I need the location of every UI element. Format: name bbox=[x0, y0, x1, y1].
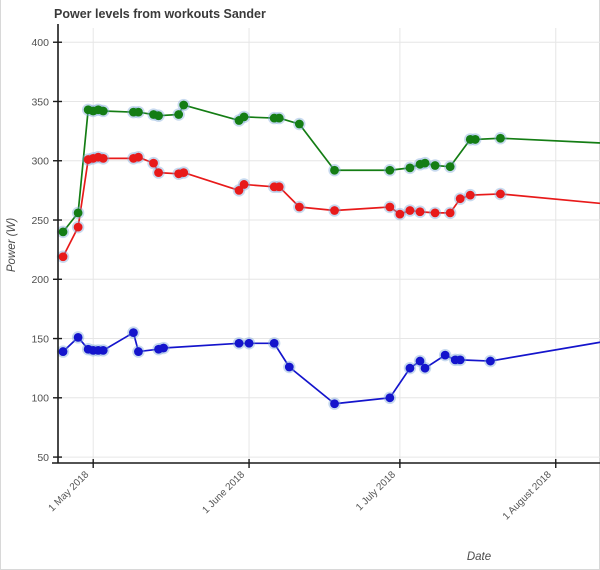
data-point-peak-power bbox=[174, 110, 184, 119]
series-lines bbox=[62, 104, 600, 405]
data-point-peak-power bbox=[405, 163, 415, 173]
data-point-peak-power bbox=[445, 162, 455, 172]
y-tick-label: 100 bbox=[31, 393, 49, 405]
data-point-threshold-power bbox=[149, 158, 158, 168]
y-tick-label: 50 bbox=[37, 452, 49, 464]
data-point-peak-power bbox=[294, 119, 304, 129]
data-point-peak-power bbox=[496, 133, 505, 143]
vertical-gridlines bbox=[92, 28, 557, 463]
data-point-threshold-power bbox=[179, 168, 189, 178]
y-tick-label: 250 bbox=[31, 215, 49, 227]
series-line-normalized-power bbox=[62, 331, 600, 405]
y-axis-title: Power (W) bbox=[6, 218, 18, 272]
data-point-threshold-power bbox=[274, 182, 284, 192]
data-point-normalized-power bbox=[244, 338, 254, 348]
y-tick-label: 400 bbox=[31, 37, 49, 49]
data-point-normalized-power bbox=[415, 356, 425, 366]
data-point-peak-power bbox=[420, 158, 430, 168]
x-axis-title: Date bbox=[467, 551, 491, 563]
data-point-threshold-power bbox=[445, 208, 455, 218]
data-point-normalized-power bbox=[420, 363, 430, 373]
y-axis-ticks: 50 100 150 200 250 300 350 400 bbox=[31, 37, 62, 464]
data-point-normalized-power bbox=[134, 347, 143, 356]
x-tick-label: 1 May 2018 bbox=[47, 469, 92, 514]
data-point-normalized-power bbox=[455, 355, 465, 365]
data-point-peak-power bbox=[179, 100, 189, 110]
data-point-normalized-power bbox=[440, 350, 450, 360]
data-point-threshold-power bbox=[496, 189, 505, 199]
data-point-peak-power bbox=[330, 165, 339, 175]
data-point-normalized-power bbox=[385, 393, 395, 403]
x-axis-ticks: 1 May 2018 1 June 2018 1 July 2018 1 August… bbox=[47, 459, 557, 522]
x-tick-label: 1 July 2018 bbox=[354, 469, 398, 513]
data-point-normalized-power bbox=[159, 343, 168, 353]
data-point-threshold-power bbox=[73, 222, 83, 232]
data-point-peak-power bbox=[385, 165, 395, 175]
data-point-threshold-power bbox=[134, 152, 143, 162]
y-tick-label: 350 bbox=[31, 96, 49, 108]
data-point-normalized-power bbox=[284, 362, 294, 372]
data-point-normalized-power bbox=[269, 338, 279, 348]
data-point-normalized-power bbox=[129, 328, 138, 338]
data-point-normalized-power bbox=[73, 332, 83, 342]
series-markers bbox=[56, 98, 507, 410]
data-point-threshold-power bbox=[395, 209, 405, 219]
data-point-threshold-power bbox=[294, 202, 304, 212]
data-point-peak-power bbox=[154, 111, 163, 121]
data-point-normalized-power bbox=[234, 338, 244, 348]
data-point-normalized-power bbox=[98, 345, 108, 355]
data-point-peak-power bbox=[470, 135, 480, 144]
data-point-threshold-power bbox=[465, 190, 475, 200]
data-point-normalized-power bbox=[330, 399, 339, 409]
data-point-threshold-power bbox=[405, 206, 415, 215]
x-tick-label: 1 August 2018 bbox=[501, 469, 554, 522]
data-point-peak-power bbox=[98, 106, 108, 116]
data-point-normalized-power bbox=[405, 363, 415, 373]
axes bbox=[52, 24, 600, 464]
x-tick-label: 1 June 2018 bbox=[200, 469, 247, 516]
y-tick-label: 200 bbox=[31, 274, 49, 286]
data-point-normalized-power bbox=[485, 356, 495, 366]
data-point-peak-power bbox=[58, 227, 68, 237]
y-tick-label: 150 bbox=[31, 333, 49, 345]
data-point-peak-power bbox=[134, 107, 143, 117]
data-point-threshold-power bbox=[415, 207, 425, 217]
chart-title: Power levels from workouts Sander bbox=[54, 7, 266, 21]
data-point-threshold-power bbox=[455, 194, 465, 204]
data-point-peak-power bbox=[430, 161, 440, 170]
data-point-threshold-power bbox=[234, 185, 244, 195]
data-point-threshold-power bbox=[154, 168, 163, 178]
data-point-threshold-power bbox=[239, 180, 249, 189]
data-point-threshold-power bbox=[430, 208, 440, 218]
data-point-peak-power bbox=[73, 208, 83, 218]
horizontal-gridlines bbox=[58, 41, 600, 458]
data-point-threshold-power bbox=[330, 206, 339, 215]
data-point-threshold-power bbox=[385, 202, 395, 212]
data-point-threshold-power bbox=[98, 153, 108, 163]
data-point-peak-power bbox=[274, 113, 284, 123]
y-tick-label: 300 bbox=[31, 156, 49, 168]
data-point-normalized-power bbox=[58, 347, 68, 356]
data-point-threshold-power bbox=[58, 252, 68, 262]
data-point-peak-power bbox=[239, 112, 249, 122]
